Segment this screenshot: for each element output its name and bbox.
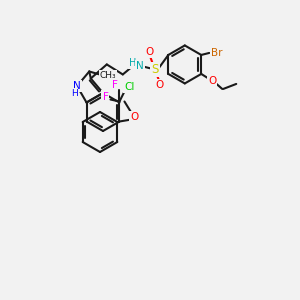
Text: H: H — [129, 58, 136, 68]
Text: Cl: Cl — [124, 82, 135, 92]
Text: O: O — [208, 76, 216, 86]
Text: Br: Br — [212, 48, 223, 58]
Text: O: O — [130, 112, 139, 122]
Text: N: N — [73, 81, 81, 91]
Text: H: H — [71, 88, 77, 98]
Text: S: S — [151, 63, 158, 76]
Text: N: N — [136, 61, 144, 71]
Text: F: F — [103, 92, 108, 101]
Text: O: O — [146, 47, 154, 57]
Text: CH₃: CH₃ — [100, 71, 117, 80]
Text: O: O — [156, 80, 164, 90]
Text: F: F — [112, 80, 117, 89]
